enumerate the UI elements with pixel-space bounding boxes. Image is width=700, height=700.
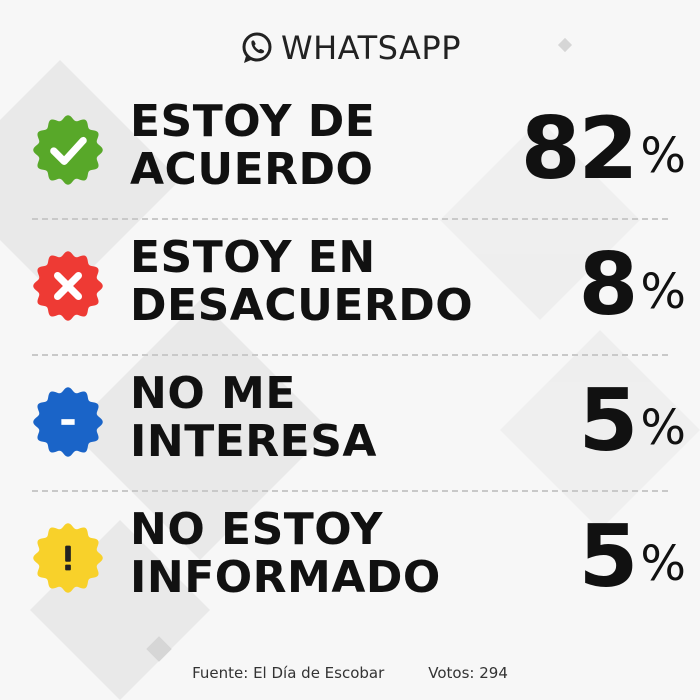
percent-sign: % <box>640 264 686 320</box>
row-value: 82 % <box>521 104 686 194</box>
row-label: NO ESTOY INFORMADO <box>130 506 540 602</box>
percent-sign: % <box>640 128 686 184</box>
percent-sign: % <box>640 400 686 456</box>
source-text: Fuente: El Día de Escobar <box>192 664 385 682</box>
row-value: 8 % <box>579 240 686 330</box>
header: WHATSAPP <box>0 26 700 70</box>
row-label-line2: INTERESA <box>130 416 377 467</box>
result-row-agree: ESTOY DE ACUERDO 82 % <box>0 82 700 218</box>
percent-sign: % <box>640 536 686 592</box>
votes-count: Votos: 294 <box>428 664 508 682</box>
result-row-not-interested: NO ME INTERESA 5 % <box>0 354 700 490</box>
whatsapp-icon <box>242 32 272 63</box>
row-divider <box>32 218 668 220</box>
row-label: ESTOY EN DESACUERDO <box>130 234 540 330</box>
row-label-line2: ACUERDO <box>130 144 374 195</box>
row-label-line1: ESTOY DE <box>130 96 376 147</box>
row-value-number: 5 <box>578 371 639 471</box>
result-row-not-informed: NO ESTOY INFORMADO 5 % <box>0 490 700 626</box>
header-title: WHATSAPP <box>280 29 462 67</box>
row-divider <box>32 354 668 356</box>
row-label-line1: ESTOY EN <box>130 232 376 283</box>
row-value-number: 8 <box>578 235 639 335</box>
cross-icon <box>33 251 103 321</box>
row-label-line2: DESACUERDO <box>130 280 474 331</box>
exclamation-icon <box>33 523 103 593</box>
results-list: ESTOY DE ACUERDO 82 % ESTOY EN DESACUERD… <box>0 82 700 626</box>
result-row-disagree: ESTOY EN DESACUERDO 8 % <box>0 218 700 354</box>
footer: Fuente: El Día de Escobar Votos: 294 <box>0 664 700 688</box>
badge-shape <box>33 115 103 185</box>
row-label-line1: NO ESTOY <box>130 504 384 555</box>
row-label: ESTOY DE ACUERDO <box>130 98 540 194</box>
row-label-line1: NO ME <box>130 368 296 419</box>
row-value-number: 5 <box>578 507 639 607</box>
check-icon <box>33 115 103 185</box>
row-label-line2: INFORMADO <box>130 552 441 603</box>
row-value: 5 % <box>579 376 686 466</box>
row-label: NO ME INTERESA <box>130 370 540 466</box>
row-divider <box>32 490 668 492</box>
row-value: 5 % <box>579 512 686 602</box>
row-value-number: 82 <box>520 99 639 199</box>
minus-icon <box>33 387 103 457</box>
